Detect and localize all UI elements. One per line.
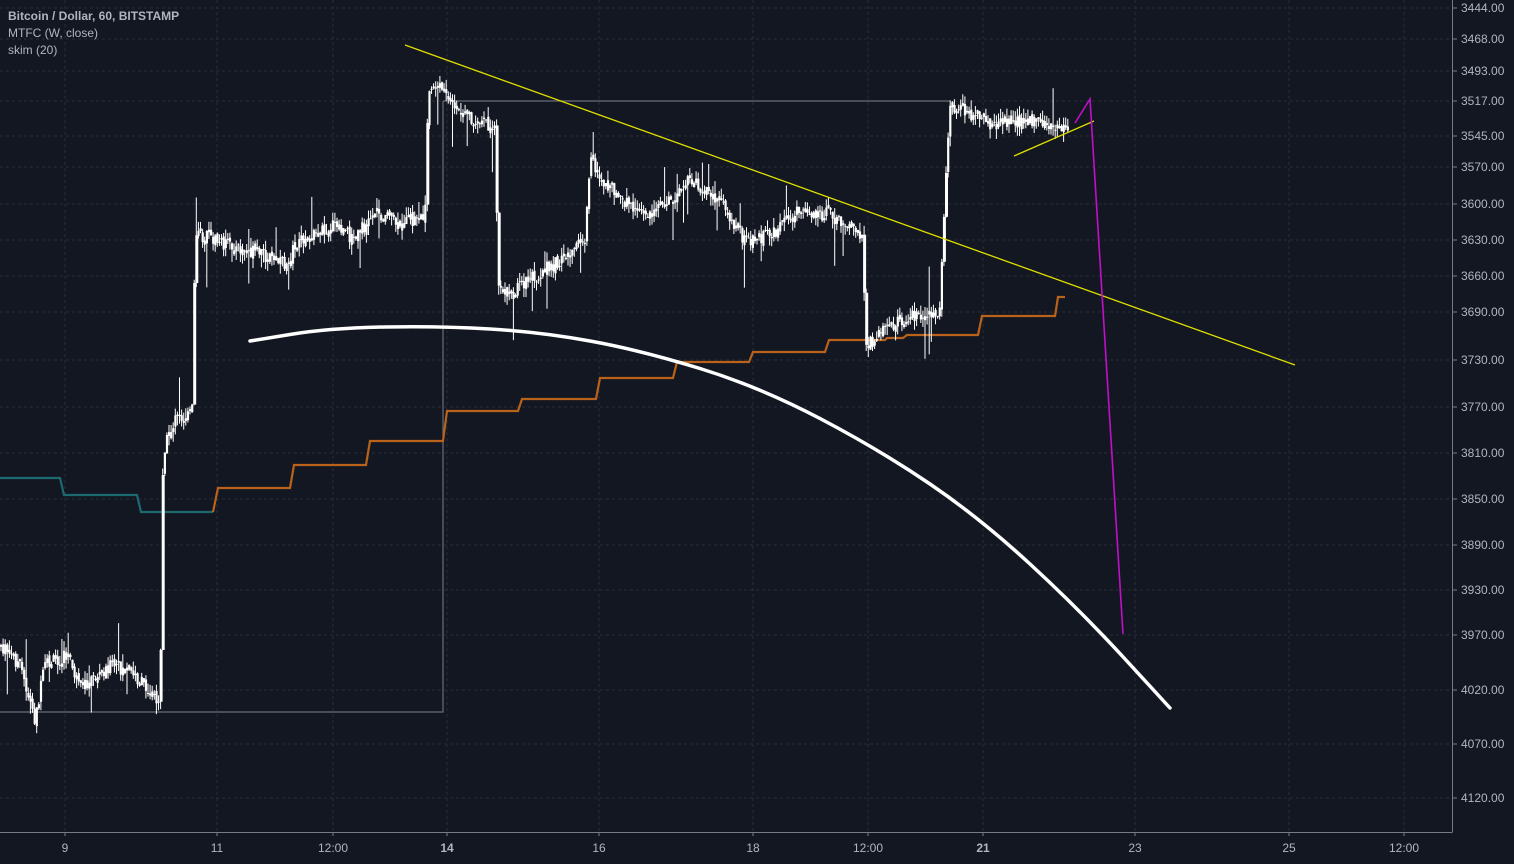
price-tick-label: 3630.00	[1461, 233, 1505, 247]
price-tick-label: 3493.00	[1461, 64, 1505, 78]
price-tick-label: 3517.00	[1461, 94, 1505, 108]
time-tick-label: 25	[1282, 841, 1296, 855]
time-tick-label: 11	[211, 841, 224, 855]
trendline[interactable]	[1013, 120, 1095, 157]
price-tick-label: 3810.00	[1461, 446, 1505, 460]
time-tick-label: 12:00	[1389, 841, 1419, 855]
price-tick-label: 3468.00	[1461, 32, 1505, 46]
trendline[interactable]	[404, 44, 1296, 366]
price-tick-label: 3600.00	[1461, 197, 1505, 211]
price-tick-label: 4020.00	[1461, 683, 1505, 697]
symbol-title[interactable]: Bitcoin / Dollar, 60, BITSTAMP	[8, 9, 180, 23]
price-tick-label: 3930.00	[1461, 583, 1505, 597]
time-tick-label: 18	[746, 841, 760, 855]
grid-lines	[0, 0, 1452, 832]
price-tick-label: 3444.00	[1461, 1, 1505, 15]
time-tick-label: 16	[592, 841, 606, 855]
indicator-mtfc-label[interactable]: MTFC (W, close)	[8, 26, 98, 40]
skim-indicator-curve	[248, 325, 1172, 710]
price-tick-label: 3770.00	[1461, 400, 1505, 414]
time-tick-label: 12:00	[853, 841, 883, 855]
price-tick-label: 3570.00	[1461, 160, 1505, 174]
price-tick-label: 3690.00	[1461, 305, 1505, 319]
indicator-skim-label[interactable]: skim (20)	[8, 43, 58, 57]
projection-path[interactable]	[1074, 96, 1124, 635]
candlestick-series	[0, 75, 1069, 734]
price-tick-label: 4070.00	[1461, 737, 1505, 751]
price-tick-label: 3730.00	[1461, 353, 1505, 367]
time-tick-label: 23	[1128, 841, 1142, 855]
price-tick-label: 3850.00	[1461, 492, 1505, 506]
price-tick-label: 3970.00	[1461, 628, 1505, 642]
price-range-box	[0, 100, 950, 713]
time-tick-label: 14	[440, 841, 454, 855]
chart-legend: Bitcoin / Dollar, 60, BITSTAMP MTFC (W, …	[8, 8, 179, 59]
time-axis[interactable]: 9 11 12:00 14 16 18 12:00 21 23 25 12:00	[0, 832, 1514, 860]
price-axis[interactable]: 3444.00 3468.00 3493.00 3517.00 3545.00 3570.…	[1452, 0, 1514, 859]
price-tick-label: 3890.00	[1461, 538, 1505, 552]
price-tick-label: 3545.00	[1461, 129, 1505, 143]
trend-drawings[interactable]	[404, 44, 1296, 635]
price-tick-label: 3660.00	[1461, 269, 1505, 283]
time-tick-label: 9	[62, 841, 69, 855]
price-tick-label: 4120.00	[1461, 791, 1505, 805]
time-tick-label: 21	[976, 841, 990, 855]
mtfc-indicator-line	[0, 295, 1065, 514]
time-tick-label: 12:00	[318, 841, 348, 855]
